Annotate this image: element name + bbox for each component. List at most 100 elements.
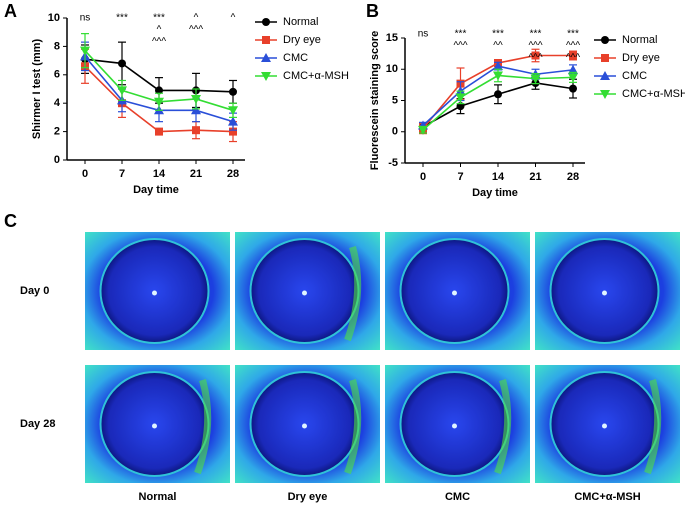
y-tick-label: 4 (54, 97, 61, 109)
y-axis-label: Fluorescein staining score (369, 31, 381, 170)
column-label: Dry eye (288, 491, 328, 503)
data-point (155, 86, 163, 95)
data-point (455, 93, 466, 103)
stain (644, 379, 662, 475)
x-tick-label: 21 (190, 168, 202, 180)
annotation: *** (567, 29, 579, 40)
data-point (493, 61, 503, 71)
x-tick-label: 7 (457, 171, 463, 183)
x-tick-label: 28 (567, 171, 579, 183)
y-tick-label: 8 (54, 40, 60, 52)
column-label: Normal (139, 491, 177, 503)
data-point (569, 84, 577, 93)
eye-reflex (152, 290, 157, 296)
legend-label: Dry eye (283, 34, 321, 46)
eye-reflex (152, 423, 157, 429)
eye-reflex (452, 423, 457, 429)
stain (494, 379, 512, 475)
data-point (192, 126, 200, 135)
data-point (155, 127, 163, 136)
x-tick-label: 21 (529, 171, 541, 183)
annotation: ^ (231, 13, 236, 24)
annotation: *** (492, 29, 504, 40)
annotation: ^^^ (528, 53, 542, 64)
annotation: *** (455, 29, 467, 40)
data-point (229, 127, 237, 136)
eye-reflex (602, 423, 607, 429)
legend-marker (601, 36, 609, 44)
data-point (568, 64, 578, 74)
annotation: ^^^ (566, 41, 580, 52)
x-tick-label: 0 (420, 171, 426, 183)
annotation: ^ (157, 25, 162, 36)
stain (344, 379, 362, 475)
legend-marker (262, 36, 270, 44)
annotation: *** (530, 29, 542, 40)
y-tick-label: 15 (386, 32, 398, 44)
legend-label: CMC+α-MSH (622, 88, 685, 100)
y-tick-label: 10 (48, 12, 60, 24)
legend-label: Normal (622, 34, 657, 46)
annotation: *** (116, 13, 128, 24)
data-point (568, 73, 578, 83)
data-point (118, 59, 126, 68)
data-point (228, 106, 238, 116)
x-tick-label: 7 (119, 168, 125, 180)
data-point (493, 71, 503, 81)
annotation: ^^ (493, 41, 503, 52)
data-point (80, 46, 90, 56)
legend-marker (262, 18, 270, 26)
data-point (117, 86, 127, 96)
data-point (530, 74, 541, 84)
data-point (418, 125, 428, 135)
legend-label: CMC+α-MSH (283, 70, 349, 82)
column-label: CMC (445, 491, 470, 503)
row-label: Day 28 (20, 418, 55, 430)
y-tick-label: 2 (54, 126, 60, 138)
x-tick-label: 14 (153, 168, 166, 180)
annotation: ^^^ (566, 53, 580, 64)
eye-reflex (452, 290, 457, 296)
data-point (494, 90, 502, 99)
y-axis-label: Shirmer I test (mm) (31, 39, 43, 140)
y-tick-label: 0 (392, 126, 398, 138)
eye-reflex (302, 290, 307, 296)
data-point (191, 94, 201, 104)
legend-marker (600, 71, 610, 80)
annotation: ^^^ (453, 41, 467, 52)
panel-label: A (4, 1, 17, 21)
annotation: ^^^ (189, 25, 203, 36)
x-tick-label: 14 (492, 171, 505, 183)
annotation: ns (418, 29, 429, 40)
y-tick-label: 6 (54, 69, 60, 81)
legend-marker (601, 54, 609, 62)
annotation: ^ (194, 13, 199, 24)
x-axis-label: Day time (472, 187, 518, 199)
column-label: CMC+α-MSH (574, 491, 640, 503)
x-tick-label: 0 (82, 168, 88, 180)
y-tick-label: 0 (54, 154, 60, 166)
y-tick-label: 10 (386, 63, 398, 75)
annotation: *** (153, 13, 165, 24)
stain (344, 246, 362, 342)
panel-label: C (4, 211, 17, 231)
y-tick-label: 5 (392, 94, 398, 106)
y-tick-label: -5 (388, 157, 398, 169)
data-point (154, 97, 164, 107)
data-point (569, 51, 577, 60)
annotation: ^^^ (528, 41, 542, 52)
stain (194, 379, 212, 475)
legend-marker (261, 53, 271, 62)
data-point (229, 87, 237, 96)
legend-marker (261, 72, 271, 81)
legend-marker (600, 90, 610, 99)
eye-reflex (602, 290, 607, 296)
annotation: ns (80, 13, 91, 24)
data-point (531, 51, 540, 60)
legend-label: CMC (622, 70, 647, 82)
x-axis-label: Day time (133, 184, 179, 196)
annotation: ^^^ (152, 37, 166, 48)
eye-reflex (302, 423, 307, 429)
row-label: Day 0 (20, 285, 49, 297)
